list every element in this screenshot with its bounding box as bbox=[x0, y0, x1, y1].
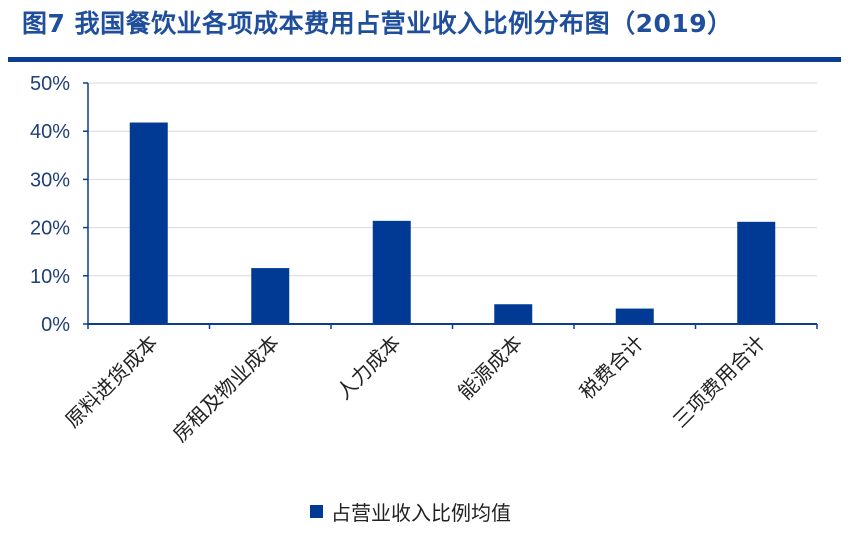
y-tick-label: 0% bbox=[41, 314, 70, 336]
bar-2 bbox=[251, 268, 290, 324]
axes bbox=[87, 83, 818, 329]
y-tick-label: 10% bbox=[30, 266, 70, 288]
y-tick-label: 40% bbox=[30, 121, 70, 143]
gridlines bbox=[83, 82, 817, 325]
legend-label: 占营业收入比例均值 bbox=[331, 501, 511, 525]
chart-title: 图7 我国餐饮业各项成本费用占营业收入比例分布图（2019） bbox=[22, 9, 733, 38]
bar-6 bbox=[737, 221, 776, 324]
x-tick-label: 能源成本 bbox=[453, 331, 527, 405]
bar-3 bbox=[372, 220, 411, 324]
x-tick-label: 税费合计 bbox=[575, 331, 649, 405]
legend: 占营业收入比例均值 bbox=[310, 497, 511, 526]
legend-swatch bbox=[310, 505, 323, 518]
bars bbox=[129, 122, 776, 324]
x-tick-label: 原料进货成本 bbox=[60, 331, 162, 433]
x-tick-label: 人力成本 bbox=[332, 331, 406, 405]
bar-4 bbox=[494, 304, 533, 324]
y-tick-label: 20% bbox=[30, 218, 70, 240]
title-underline bbox=[8, 57, 841, 62]
bar-5 bbox=[615, 308, 654, 324]
x-tick-label: 房租及物业成本 bbox=[168, 331, 284, 447]
bar-1 bbox=[129, 122, 168, 324]
y-tick-label: 50% bbox=[30, 73, 70, 95]
x-tick-labels: 原料进货成本 房租及物业成本 人力成本 能源成本 税费合计 三项费用合计 bbox=[60, 331, 769, 447]
y-tick-label: 30% bbox=[30, 169, 70, 191]
x-tick-label: 三项费用合计 bbox=[668, 331, 770, 433]
y-tick-labels: 0% 10% 20% 30% 40% 50% bbox=[30, 73, 70, 336]
